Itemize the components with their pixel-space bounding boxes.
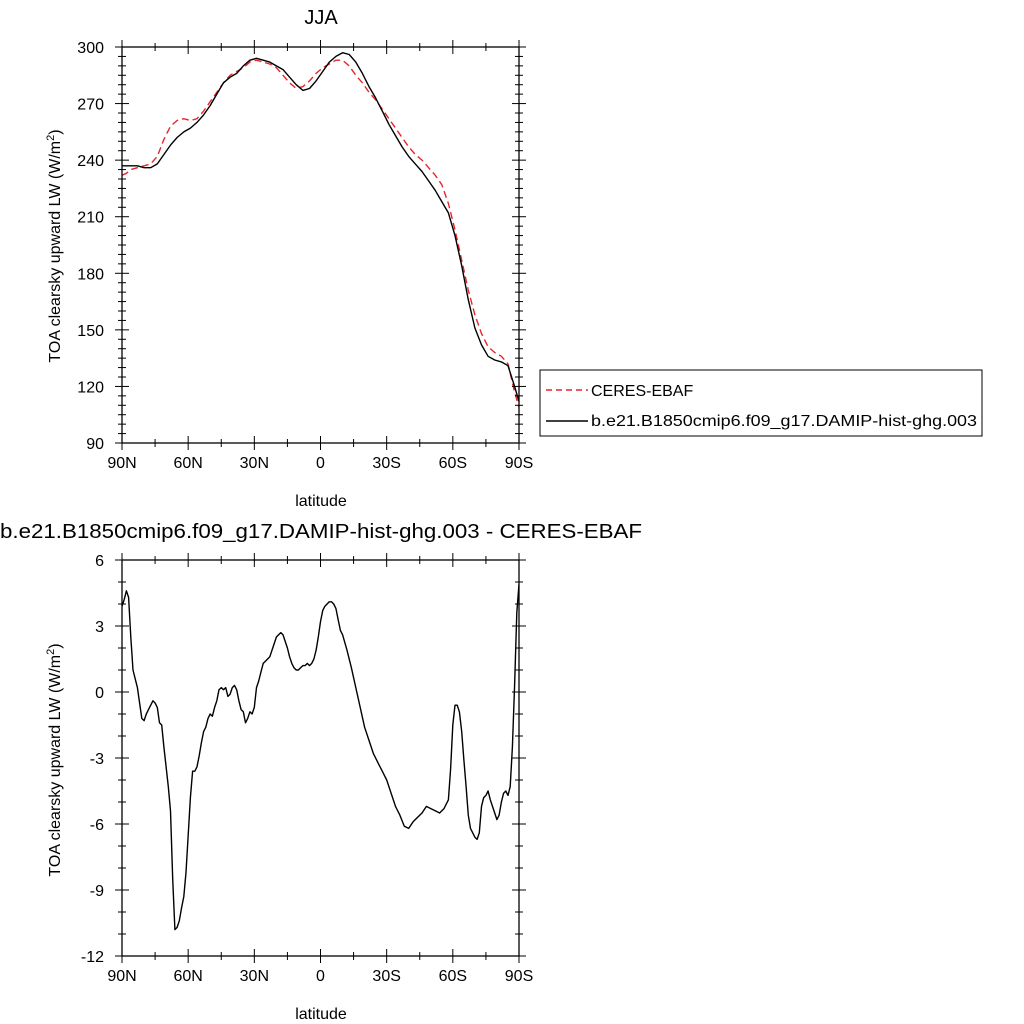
x-tick-label: 90N	[107, 968, 136, 985]
legend-label-model: b.e21.B1850cmip6.f09_g17.DAMIP-hist-ghg.…	[591, 413, 977, 430]
y-tick-label: -12	[81, 949, 104, 966]
top-chart-title: JJA	[304, 7, 338, 29]
y-tick-label: -3	[90, 751, 104, 768]
x-tick-label: 30S	[372, 968, 400, 985]
series-group	[122, 584, 519, 931]
y-tick-label: 3	[95, 619, 104, 636]
y-tick-label: 300	[77, 40, 104, 57]
x-tick-label: 60S	[439, 968, 467, 985]
y-tick-label: 270	[77, 97, 104, 114]
series-group	[122, 52, 519, 408]
bottom-chart-x-axis-title: latitude	[295, 1006, 347, 1023]
bottom-chart-title: b.e21.B1850cmip6.f09_g17.DAMIP-hist-ghg.…	[0, 521, 642, 543]
x-tick-label: 0	[316, 455, 325, 472]
x-tick-label: 30S	[372, 455, 400, 472]
bottom-chart-panel: b.e21.B1850cmip6.f09_g17.DAMIP-hist-ghg.…	[0, 521, 642, 1023]
y-tick-label: 0	[95, 685, 104, 702]
bottom-chart-y-axis-title: TOA clearsky upward LW (W/m2)	[45, 643, 64, 876]
y-tick-label: 6	[95, 553, 104, 570]
y-tick-label: 210	[77, 210, 104, 227]
series-line-ceres-ebaf	[122, 59, 519, 408]
y-tick-label: 120	[77, 379, 104, 396]
series-line-model	[122, 584, 519, 931]
series-line-model	[122, 52, 519, 402]
top-chart-legend: CERES-EBAF b.e21.B1850cmip6.f09_g17.DAMI…	[539, 369, 983, 437]
top-chart-panel: JJA 90N 60N 30N 0 30S 60S 90S 90 120 150 180 210 240…	[45, 7, 533, 510]
x-tick-label: 30N	[240, 455, 269, 472]
x-tick-label: 90N	[107, 455, 136, 472]
x-tick-label: 60N	[173, 968, 202, 985]
y-tick-label: 90	[86, 436, 104, 453]
top-chart-plot-area: 90N 60N 30N 0 30S 60S 90S 90 120 150 180 210 240 270 3…	[77, 40, 533, 472]
y-tick-label: -9	[90, 883, 104, 900]
x-tick-label: 60N	[173, 455, 202, 472]
legend-label-ceres: CERES-EBAF	[591, 383, 693, 400]
top-chart-y-axis-title: TOA clearsky upward LW (W/m2)	[45, 129, 64, 362]
y-tick-label: 150	[77, 323, 104, 340]
x-tick-label: 0	[316, 968, 325, 985]
x-tick-label: 90S	[505, 968, 533, 985]
plot-frame	[121, 46, 520, 444]
bottom-chart-plot-area: 90N 60N 30N 0 30S 60S 90S -12 -9 -6 -3 0 3 6	[81, 553, 533, 985]
x-tick-label: 90S	[505, 455, 533, 472]
y-tick-label: 180	[77, 266, 104, 283]
legend-box	[539, 369, 983, 437]
x-tick-label: 30N	[240, 968, 269, 985]
x-tick-label: 60S	[439, 455, 467, 472]
y-tick-label: -6	[90, 817, 104, 834]
y-tick-label: 240	[77, 153, 104, 170]
top-chart-x-axis-title: latitude	[295, 493, 347, 510]
